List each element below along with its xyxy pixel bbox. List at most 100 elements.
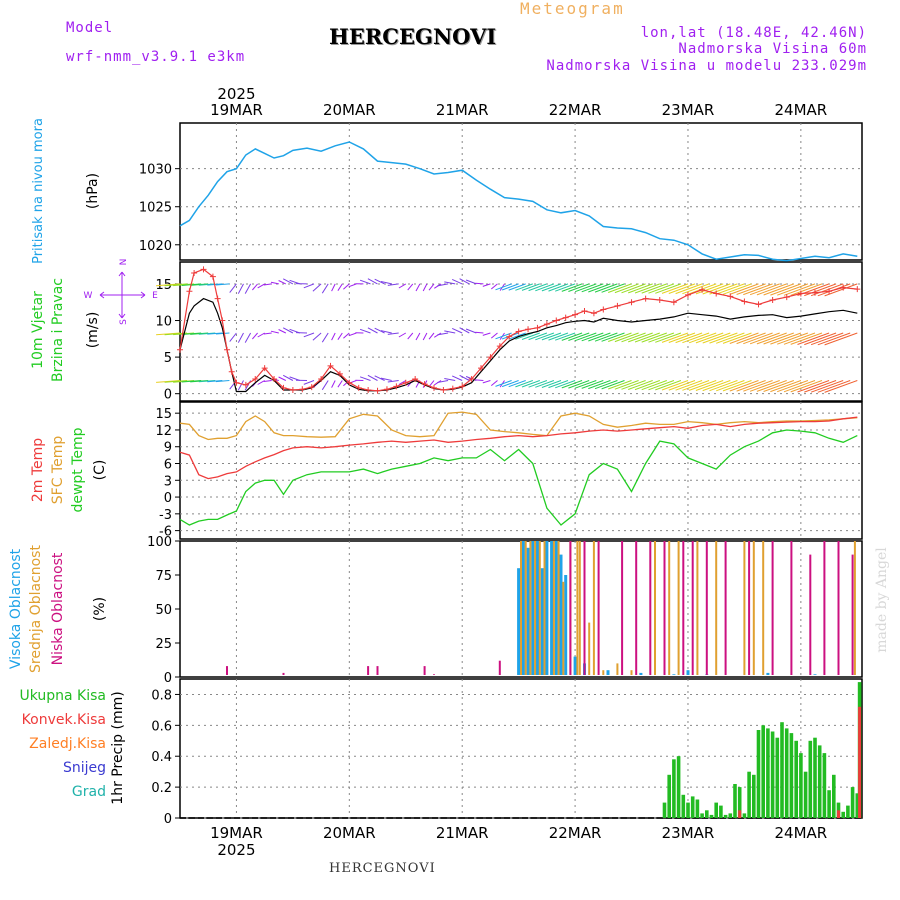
y-tick-label: 0 — [164, 812, 172, 827]
wind-barb — [675, 380, 703, 391]
wind-barb — [374, 327, 385, 334]
wind-barb — [495, 380, 512, 387]
wind-barb — [535, 380, 555, 388]
cloud-bar — [569, 541, 572, 675]
y-tick-label: 0.6 — [151, 719, 172, 734]
high-cloud-axis-title: Visoka Oblacnost — [8, 548, 24, 669]
wind-barb — [282, 374, 294, 381]
footer-station: HERCEGNOVI — [329, 861, 436, 876]
bottom-date-label: 20MAR — [323, 824, 376, 842]
precip-legend-entry: Grad — [72, 784, 106, 800]
wind-barb — [594, 380, 618, 390]
wind-barb — [555, 380, 576, 389]
wind-barb — [783, 283, 816, 296]
wind-speed-marker — [684, 291, 691, 298]
wind-speed-marker — [727, 293, 734, 300]
wind-barb — [729, 332, 759, 344]
wind-barb — [303, 380, 315, 385]
wind-speed-marker — [581, 308, 588, 315]
wind-barb — [581, 380, 604, 389]
wind-barb — [601, 380, 625, 390]
cloud-bar — [639, 672, 643, 675]
wind-barb — [682, 332, 710, 344]
wind-barb — [252, 332, 258, 340]
compass-north: N — [119, 259, 129, 266]
wind-barb — [541, 380, 562, 388]
precip-bar — [794, 740, 798, 818]
wind-barb — [215, 283, 230, 286]
wind-barbs — [156, 278, 858, 393]
wind-barb — [561, 283, 583, 292]
y-tick-label: 0 — [164, 388, 172, 403]
wind-speed-marker — [769, 297, 776, 304]
wind-barb — [337, 380, 343, 388]
wind-barb — [528, 380, 548, 388]
wind-speed-marker — [487, 354, 494, 361]
cloud-bar — [668, 541, 671, 675]
cloud-bar — [837, 541, 840, 675]
wind-speed-marker — [600, 306, 607, 313]
bottom-year-label: 2025 — [217, 841, 255, 859]
cloud-bar — [583, 541, 586, 675]
y-tick-label: 0 — [164, 671, 172, 686]
cloud-bar — [597, 541, 600, 675]
precip-total-bars — [662, 682, 862, 818]
cloud-bar — [588, 622, 591, 675]
cloud-bar — [540, 568, 544, 675]
wind-barb — [777, 380, 809, 393]
wind-barb — [282, 278, 294, 285]
wind-speed-marker — [346, 379, 353, 386]
wind-barb — [810, 283, 844, 297]
wind-barb — [749, 380, 780, 392]
wind-barb — [508, 332, 526, 340]
wind-speed-marker — [393, 383, 400, 390]
wind-barb — [574, 283, 597, 293]
elevation-label: Nadmorska Visina 60m — [678, 41, 867, 57]
wind-barb — [621, 283, 646, 294]
wind-barb — [303, 283, 315, 289]
cloud-bar — [550, 541, 554, 675]
wind-barb — [743, 283, 773, 296]
wind-speed-marker — [214, 295, 221, 302]
wind-speed-marker — [186, 288, 193, 295]
cloud-unit-label: (%) — [92, 597, 108, 621]
wind-speed-marker — [449, 385, 456, 392]
precip-bar — [766, 728, 770, 818]
wind-barb — [763, 283, 794, 296]
wind-speed-marker — [336, 370, 343, 377]
wind-barb — [257, 283, 265, 289]
y-tick-label: 1025 — [139, 201, 172, 216]
model-label: Model — [66, 20, 114, 36]
wind-barb — [164, 332, 188, 336]
cloud-series-2 — [520, 541, 856, 675]
wind-speed-marker — [327, 362, 334, 369]
wind-barb — [173, 380, 195, 383]
pressure-unit-label: (hPa) — [85, 173, 101, 209]
y-tick-label: 1020 — [139, 239, 172, 254]
wind-speed-marker — [562, 314, 569, 321]
top-date-label: 21MAR — [436, 101, 489, 119]
cloud-bar — [554, 541, 558, 675]
wind-barb — [702, 283, 731, 295]
wind-barb — [501, 283, 519, 291]
wind-barb — [804, 380, 837, 393]
wind-barb — [343, 332, 350, 339]
wind-barb — [215, 380, 230, 383]
wind-barb — [437, 283, 449, 287]
wind-barb — [252, 283, 258, 291]
wind-barb — [729, 380, 759, 392]
cloud-bar — [545, 541, 549, 675]
wind-barb — [173, 283, 195, 287]
wind-barb — [181, 332, 202, 335]
wind-barb — [263, 283, 272, 286]
wind-barb — [229, 283, 237, 293]
wind-barb — [661, 283, 689, 294]
wind-barb — [675, 283, 703, 295]
wind-barb — [156, 380, 181, 383]
wind-barb — [743, 332, 773, 345]
precip-bar — [780, 722, 784, 818]
wind-speed-marker — [209, 273, 216, 280]
wind-barb — [614, 332, 639, 343]
mid-cloud-axis-title: Srednja Oblacnost — [28, 545, 44, 673]
wind-barb — [495, 283, 512, 291]
